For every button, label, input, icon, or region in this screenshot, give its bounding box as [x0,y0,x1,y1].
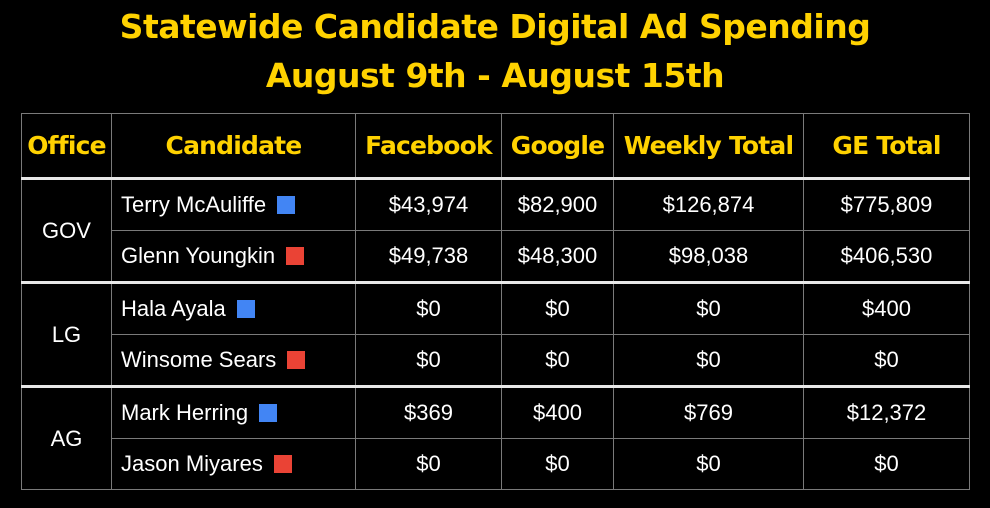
table-row: Winsome Sears $0 $0 $0 $0 [22,334,970,387]
column-header-weekly-total: Weekly Total [613,113,804,179]
table-row: Glenn Youngkin $49,738 $48,300 $98,038 $406,… [22,230,970,283]
page-title: Statewide Candidate Digital Ad Spending [119,7,871,46]
candidate-name: Mark Herring [121,400,249,425]
google-cell: $0 [501,334,614,387]
facebook-cell: $0 [355,438,502,490]
ge-total-cell: $12,372 [803,385,970,439]
page-subtitle: August 9th - August 15th [265,56,725,95]
office-cell: LG [21,281,112,387]
ge-total-cell: $775,809 [803,177,970,231]
weekly-total-cell: $0 [613,438,804,490]
google-cell: $0 [501,438,614,490]
google-cell: $0 [501,281,614,335]
facebook-cell: $369 [355,385,502,439]
facebook-cell: $0 [355,334,502,387]
candidate-name: Winsome Sears [121,347,277,372]
google-cell: $400 [501,385,614,439]
table-row: LG Hala Ayala $0 $0 $0 $400 [21,281,970,387]
column-header-ge-total: GE Total [803,113,970,179]
weekly-total-cell: $126,874 [613,177,804,231]
party-color-marker [287,351,306,369]
google-cell: $48,300 [501,230,614,283]
weekly-total-cell: $98,038 [613,230,804,283]
column-header-office: Office [21,113,112,179]
table-row: GOV Terry McAuliffe $43,974 $82,900 $126,874… [21,177,970,283]
party-color-marker [236,300,255,318]
office-cell: AG [21,385,112,490]
candidate-name: Jason Miyares [121,451,263,476]
ge-total-cell: $0 [803,334,970,387]
candidate-name: Glenn Youngkin [121,243,276,268]
facebook-cell: $43,974 [355,177,502,231]
candidate-cell: Mark Herring [111,385,356,439]
party-color-marker [277,196,296,214]
ad-spending-table: Office Candidate Facebook Google Weekly … [21,113,970,490]
table-row: Jason Miyares $0 $0 $0 $0 [22,438,970,490]
party-color-marker [273,455,292,473]
candidate-cell: Glenn Youngkin [111,230,356,283]
candidate-name: Hala Ayala [121,296,226,321]
candidate-cell: Hala Ayala [111,281,356,335]
table-header-row: Office Candidate Facebook Google Weekly … [21,113,970,179]
candidate-cell: Winsome Sears [111,334,356,387]
candidate-name: Terry McAuliffe [121,192,267,217]
office-cell: GOV [21,177,112,283]
column-header-candidate: Candidate [111,113,356,179]
google-cell: $82,900 [501,177,614,231]
table-row: AG Mark Herring $369 $400 $769 $12,372 [21,385,970,490]
party-color-marker [259,404,278,422]
candidate-cell: Jason Miyares [111,438,356,490]
ge-total-cell: $400 [803,281,970,335]
ge-total-cell: $406,530 [803,230,970,283]
weekly-total-cell: $0 [613,334,804,387]
facebook-cell: $0 [355,281,502,335]
weekly-total-cell: $0 [613,281,804,335]
facebook-cell: $49,738 [355,230,502,283]
table-body: GOV Terry McAuliffe $43,974 $82,900 $126,874… [21,177,970,490]
candidate-cell: Terry McAuliffe [111,177,356,231]
weekly-total-cell: $769 [613,385,804,439]
ge-total-cell: $0 [803,438,970,490]
column-header-google: Google [501,113,614,179]
column-header-facebook: Facebook [355,113,502,179]
party-color-marker [286,247,305,265]
